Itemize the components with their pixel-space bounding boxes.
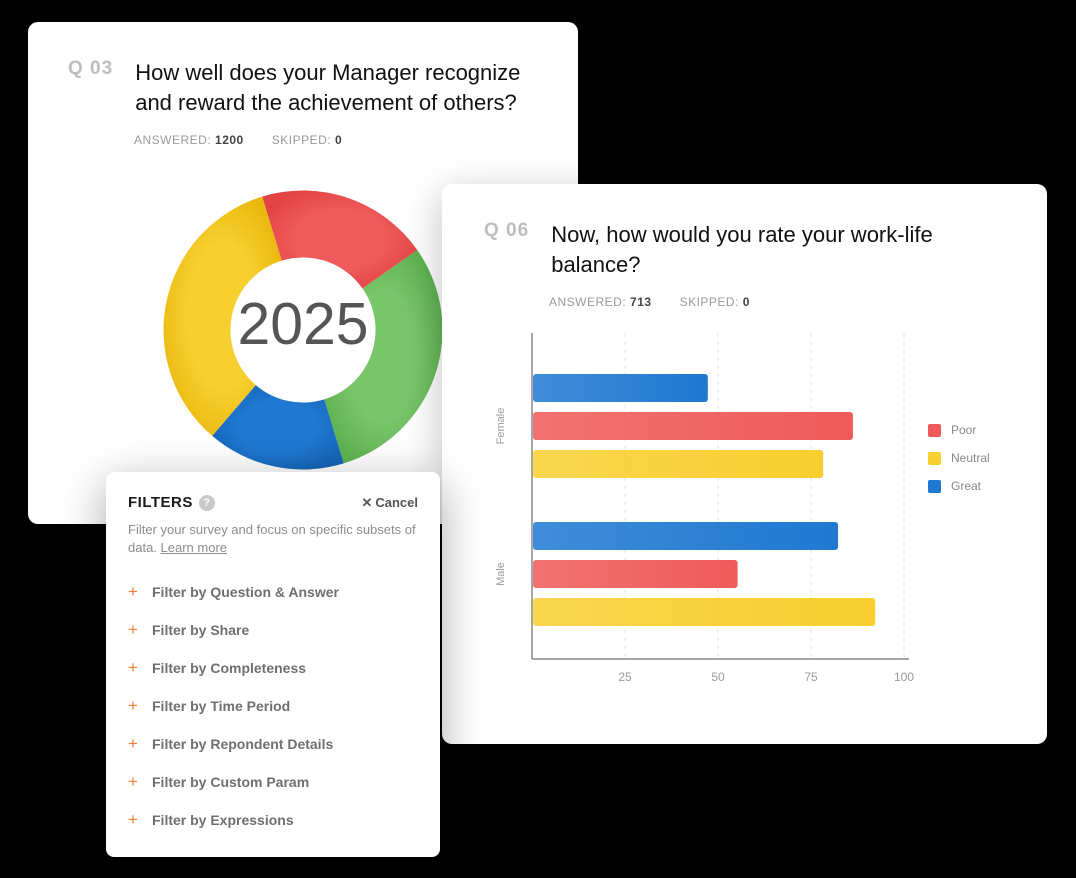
plus-icon: + xyxy=(128,696,142,716)
bar xyxy=(533,374,708,402)
filter-item-label: Filter by Question & Answer xyxy=(152,584,339,600)
q06-text: Now, how would you rate your work-life b… xyxy=(551,220,1013,279)
filter-item-label: Filter by Completeness xyxy=(152,660,306,676)
legend-item: Poor xyxy=(928,423,990,437)
filter-list: + Filter by Question & Answer + Filter by S… xyxy=(128,573,418,839)
answered-label: ANSWERED: 1200 xyxy=(134,133,244,147)
help-icon[interactable]: ? xyxy=(199,495,215,511)
cancel-button[interactable]: ✕Cancel xyxy=(361,495,418,511)
category-label: Female xyxy=(495,408,507,445)
skipped-label: SKIPPED: 0 xyxy=(680,295,750,309)
filters-description: Filter your survey and focus on specific… xyxy=(128,521,418,557)
skipped-value: 0 xyxy=(743,295,750,309)
x-tick-label: 100 xyxy=(894,670,914,684)
answered-value: 1200 xyxy=(215,133,244,147)
filter-item-label: Filter by Share xyxy=(152,622,249,638)
legend-label: Poor xyxy=(951,423,976,437)
legend-swatch xyxy=(928,424,941,437)
legend-swatch xyxy=(928,452,941,465)
skipped-value: 0 xyxy=(335,133,342,147)
card-q06: Q 06 Now, how would you rate your work-l… xyxy=(442,184,1047,744)
filter-item[interactable]: + Filter by Share xyxy=(128,611,418,649)
bar xyxy=(533,450,823,478)
learn-more-link[interactable]: Learn more xyxy=(161,540,227,555)
answered-label: ANSWERED: 713 xyxy=(549,295,652,309)
filter-item[interactable]: + Filter by Repondent Details xyxy=(128,725,418,763)
filter-item[interactable]: + Filter by Expressions xyxy=(128,801,418,839)
filter-item-label: Filter by Time Period xyxy=(152,698,290,714)
donut-center-label: 2025 xyxy=(237,292,368,357)
q06-meta: ANSWERED: 713 SKIPPED: 0 xyxy=(549,295,1013,309)
plus-icon: + xyxy=(128,582,142,602)
plus-icon: + xyxy=(128,620,142,640)
filter-item[interactable]: + Filter by Question & Answer xyxy=(128,573,418,611)
legend: Poor Neutral Great xyxy=(928,423,990,693)
answered-value: 713 xyxy=(630,295,652,309)
legend-label: Great xyxy=(951,479,981,493)
legend-item: Neutral xyxy=(928,451,990,465)
filter-item[interactable]: + Filter by Completeness xyxy=(128,649,418,687)
legend-swatch xyxy=(928,480,941,493)
filters-panel: FILTERS ? ✕Cancel Filter your survey and… xyxy=(106,472,440,857)
filters-title-text: FILTERS xyxy=(128,494,193,511)
close-icon: ✕ xyxy=(361,495,372,511)
bar xyxy=(533,560,738,588)
q03-header: Q 03 How well does your Manager recogniz… xyxy=(68,58,538,117)
cancel-label: Cancel xyxy=(375,495,418,510)
filter-item[interactable]: + Filter by Time Period xyxy=(128,687,418,725)
filter-item-label: Filter by Custom Param xyxy=(152,774,309,790)
q06-header: Q 06 Now, how would you rate your work-l… xyxy=(484,220,1013,279)
bar-chart-area: 25 50 75 100 Female Male Poor Neutral Great xyxy=(484,333,1013,693)
legend-item: Great xyxy=(928,479,990,493)
bar xyxy=(533,522,838,550)
plus-icon: + xyxy=(128,658,142,678)
filter-item-label: Filter by Repondent Details xyxy=(152,736,333,752)
bar xyxy=(533,412,853,440)
plus-icon: + xyxy=(128,734,142,754)
q06-number: Q 06 xyxy=(484,220,529,242)
plus-icon: + xyxy=(128,810,142,830)
filter-item[interactable]: + Filter by Custom Param xyxy=(128,763,418,801)
x-tick-label: 25 xyxy=(618,670,632,684)
category-label: Male xyxy=(495,562,507,586)
filters-title: FILTERS ? xyxy=(128,494,215,511)
q03-number: Q 03 xyxy=(68,58,113,80)
legend-label: Neutral xyxy=(951,451,990,465)
q03-meta: ANSWERED: 1200 SKIPPED: 0 xyxy=(134,133,538,147)
bar xyxy=(533,598,875,626)
plus-icon: + xyxy=(128,772,142,792)
q03-text: How well does your Manager recognize and… xyxy=(135,58,538,117)
bar-chart: 25 50 75 100 Female Male xyxy=(484,333,914,693)
skipped-label: SKIPPED: 0 xyxy=(272,133,342,147)
x-tick-label: 75 xyxy=(804,670,818,684)
x-tick-label: 50 xyxy=(711,670,725,684)
filter-item-label: Filter by Expressions xyxy=(152,812,294,828)
